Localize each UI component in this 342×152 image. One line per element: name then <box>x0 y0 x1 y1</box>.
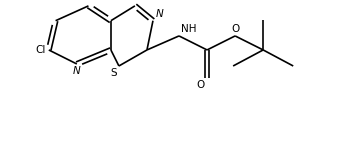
Text: NH: NH <box>181 24 197 34</box>
Text: O: O <box>231 24 239 34</box>
Text: S: S <box>110 68 117 78</box>
Text: O: O <box>196 80 205 90</box>
Text: N: N <box>73 66 81 76</box>
Text: N: N <box>155 9 163 19</box>
Text: Cl: Cl <box>35 45 45 55</box>
